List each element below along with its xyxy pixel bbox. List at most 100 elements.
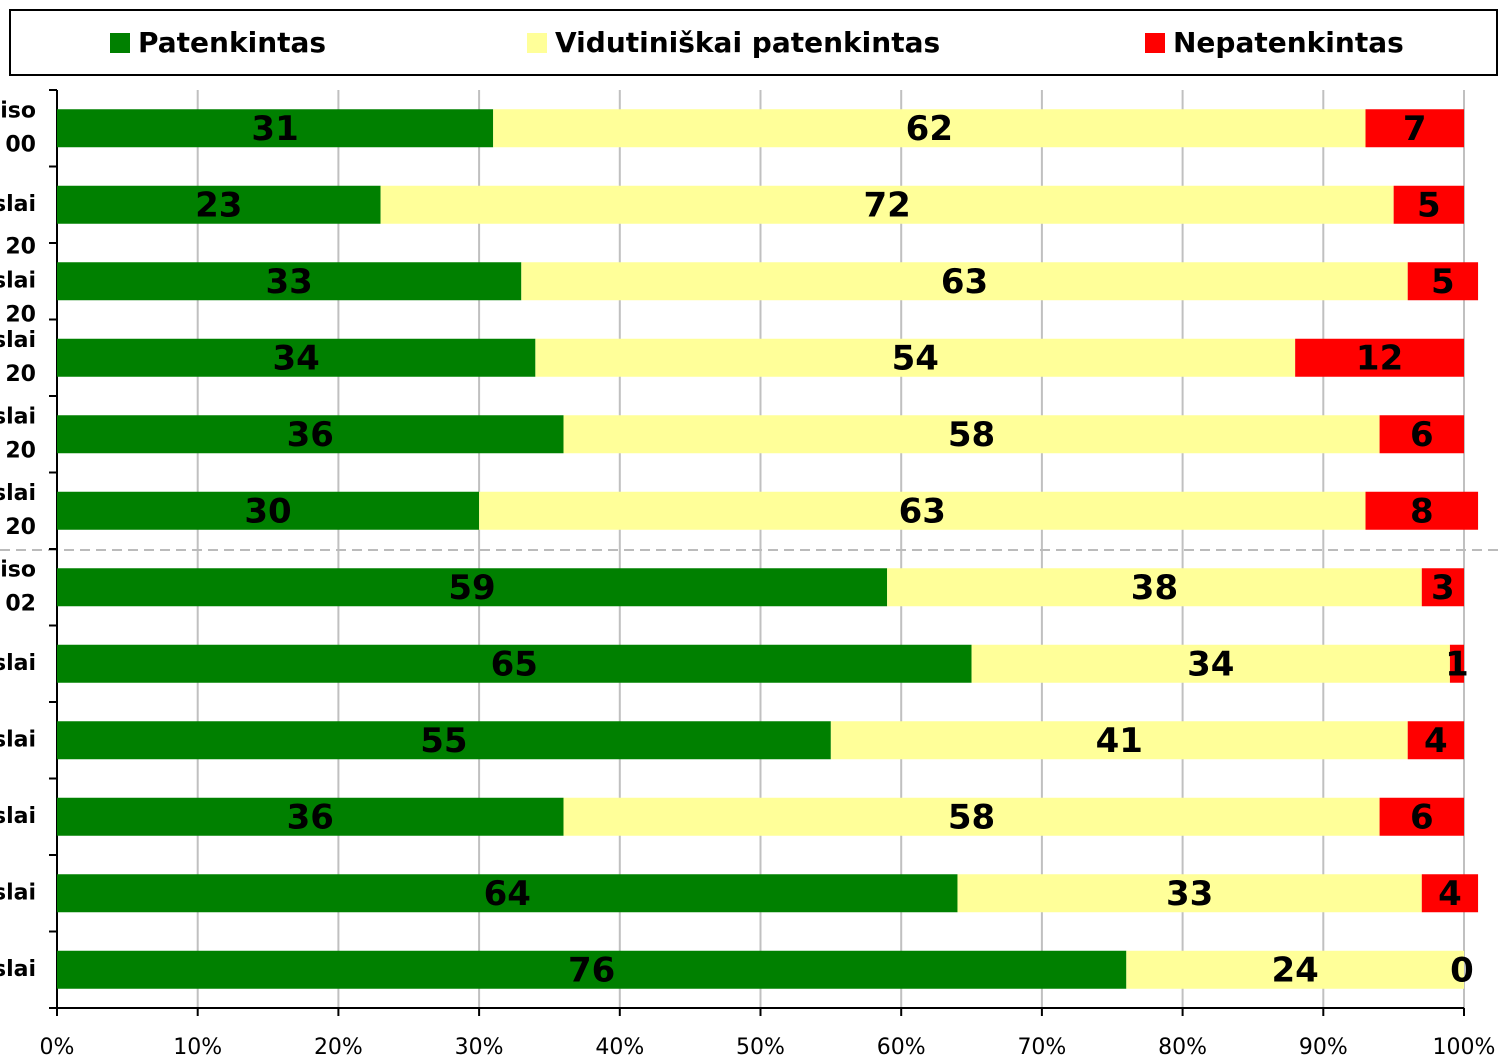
bar-segment (479, 491, 1366, 530)
category-label: slai (0, 880, 36, 905)
data-label: 38 (1131, 568, 1178, 608)
bar-segment (493, 109, 1366, 148)
bar-segment (57, 109, 494, 148)
bar-segment (57, 185, 381, 224)
x-tick-label: 70% (1017, 1035, 1066, 1059)
category-label: slai (0, 192, 36, 217)
bar-segment (57, 797, 564, 836)
bar-segment (57, 338, 536, 377)
bar-segment (1421, 874, 1479, 913)
data-label: 23 (195, 185, 242, 225)
bar-segment (380, 185, 1394, 224)
bar-segment (57, 950, 1127, 989)
data-label: 6 (1410, 415, 1434, 455)
data-label: 54 (892, 338, 939, 378)
legend-swatch (1145, 33, 1165, 53)
category-label: slai (0, 804, 36, 829)
bar-segment (57, 262, 522, 301)
data-label: 64 (484, 874, 531, 914)
data-label: 59 (448, 568, 495, 608)
category-label: slai (0, 727, 36, 752)
legend-label: Nepatenkintas (1173, 26, 1404, 59)
bar-segment (57, 415, 564, 454)
category-label: 20slai20 (0, 234, 36, 327)
bar-segment (1393, 185, 1464, 224)
bar-segment (957, 874, 1422, 913)
x-tick-label: 60% (877, 1035, 926, 1059)
bar-segment (830, 721, 1408, 760)
data-label: 36 (287, 415, 334, 455)
bar-segment (535, 338, 1296, 377)
bar-segment (563, 415, 1380, 454)
bar-segment (1379, 415, 1464, 454)
legend-label: Vidutiniškai patenkintas (555, 26, 940, 59)
data-label: 34 (1187, 644, 1234, 684)
bar-segment (521, 262, 1408, 301)
data-label: 63 (899, 491, 946, 531)
data-label: 63 (941, 262, 988, 302)
data-label: 6 (1410, 797, 1434, 837)
data-label: 7 (1403, 109, 1427, 149)
data-label: 8 (1410, 491, 1434, 531)
data-label: 36 (287, 797, 334, 837)
bar-segment (1379, 797, 1464, 836)
bar-segment (1365, 491, 1479, 530)
x-tick-label: 20% (314, 1035, 363, 1059)
data-label: 1 (1445, 644, 1469, 684)
category-label: slai20 (0, 328, 36, 387)
data-label: 3 (1431, 568, 1455, 608)
x-tick-label: 100% (1433, 1035, 1496, 1059)
data-label: 4 (1438, 874, 1462, 914)
category-label: slai (0, 651, 36, 676)
category-label: slai20 (0, 404, 36, 463)
x-tick-label: 30% (455, 1035, 504, 1059)
bar-segment (57, 491, 480, 530)
x-tick-label: 90% (1299, 1035, 1348, 1059)
bar-segment (1295, 338, 1464, 377)
bar-segment (57, 874, 958, 913)
category-label: slai (0, 957, 36, 982)
data-label: 31 (251, 109, 298, 149)
category-label: slai20 (0, 481, 36, 540)
bar-segment (1449, 644, 1464, 683)
legend-swatch (110, 33, 130, 53)
data-label: 0 (1450, 950, 1474, 990)
bar-segment (1407, 721, 1464, 760)
x-tick-label: 80% (1158, 1035, 1207, 1059)
data-label: 65 (491, 644, 538, 684)
x-tick-label: 0% (40, 1035, 75, 1059)
data-label: 30 (244, 491, 291, 531)
legend-box (9, 9, 1498, 76)
data-label: 12 (1356, 338, 1403, 378)
data-label: 72 (863, 185, 910, 225)
legend-swatch (527, 33, 547, 53)
data-label: 5 (1417, 185, 1441, 225)
data-label: 76 (568, 950, 615, 990)
data-label: 34 (273, 338, 320, 378)
bar-segment (887, 568, 1422, 607)
x-tick-label: 40% (595, 1035, 644, 1059)
data-label: 58 (948, 797, 995, 837)
data-label: 33 (265, 262, 312, 302)
category-label: iso 02 (0, 557, 36, 616)
bar-segment (563, 797, 1380, 836)
bar-segment (57, 568, 888, 607)
bar-segment (1407, 262, 1479, 301)
bar-segment (971, 644, 1450, 683)
data-label: 62 (906, 109, 953, 149)
data-label: 5 (1431, 262, 1455, 302)
bar-segment (1421, 568, 1464, 607)
data-label: 33 (1166, 874, 1213, 914)
x-tick-label: 10% (173, 1035, 222, 1059)
bar-segment (57, 644, 972, 683)
data-label: 24 (1271, 950, 1318, 990)
bar-segment (1126, 950, 1464, 989)
x-tick-label: 50% (736, 1035, 785, 1059)
bar-segment (1365, 109, 1464, 148)
data-label: 4 (1424, 721, 1448, 761)
data-label: 58 (948, 415, 995, 455)
data-label: 55 (420, 721, 467, 761)
legend-label: Patenkintas (138, 26, 326, 59)
bar-segment (57, 721, 831, 760)
